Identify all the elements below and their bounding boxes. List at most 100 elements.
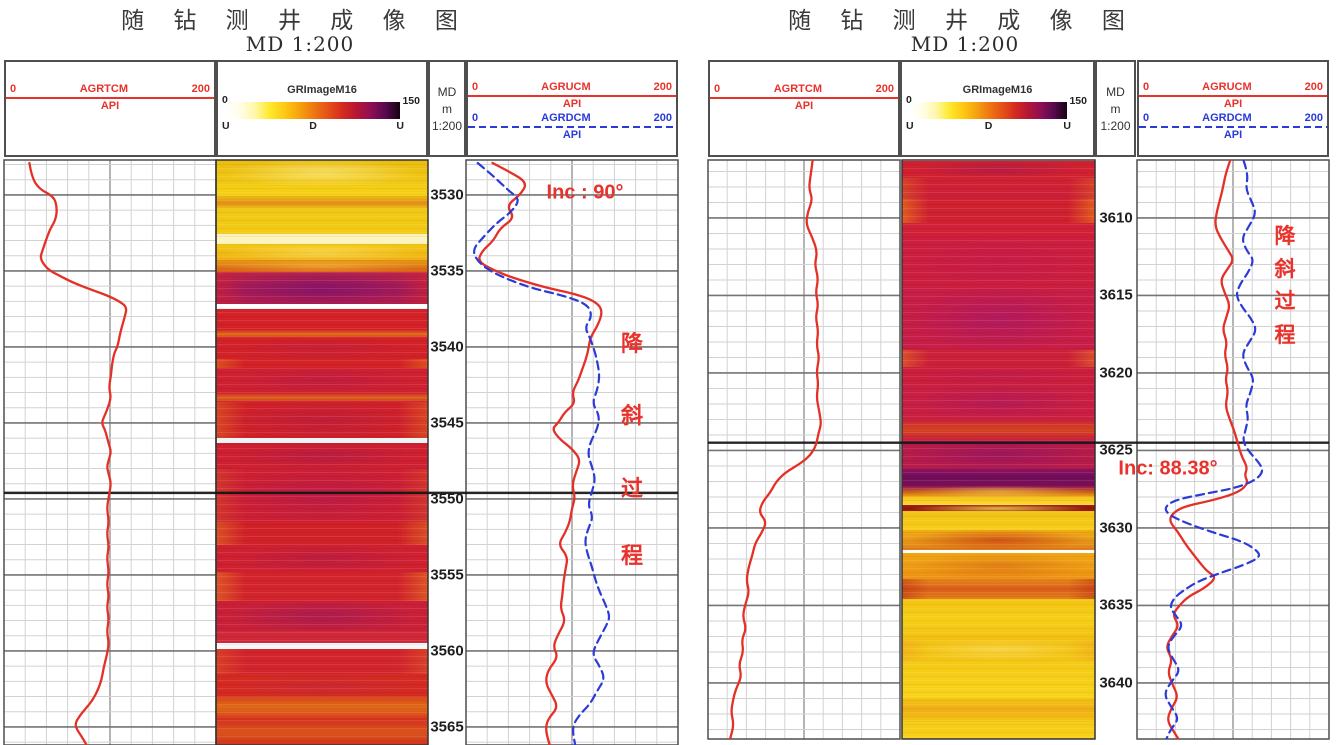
curve-scale-row: 0 AGRUCM 200 [1143,82,1323,93]
log-annotation: 斜 [620,402,644,428]
curve-agrdcm [473,161,611,745]
curve-name: AGRUCM [541,81,591,93]
depth-tick-label: 3635 [1099,596,1133,614]
curve-unit: API [562,129,582,141]
log-annotation: 过 [620,475,644,501]
curve-scale-row: 0 AGRTCM 200 [714,84,894,95]
curve-agrucm [1166,160,1249,739]
track-header-agrucm-agrdcm: 0 AGRUCM 200 API 0 AGRDCM 200 API [1137,60,1329,157]
curve-scale-row: 0 AGRDCM 200 [472,113,672,124]
md-label: MD [437,84,457,99]
log-annotation: Inc: 88.38° [1118,457,1218,480]
md-unit: m [442,101,452,116]
orient-label-u-left: U [222,120,230,132]
scale-max: 200 [653,81,672,93]
md-scale: 1:200 [431,118,463,133]
track-header-md: MD m 1:200 [428,60,466,157]
curve-style-line-dashed [1139,126,1327,128]
image-name: GRImageM16 [962,84,1033,96]
curve-unit: API [794,100,814,112]
scale-max: 200 [1304,112,1323,124]
log-annotation: 程 [620,542,644,568]
scale-min: 0 [1143,81,1150,93]
page-title: 随 钻 测 井 成 像 图 [121,8,469,34]
depth-tick-label: 3560 [430,642,464,660]
curve-unit: API [1223,98,1243,110]
gr-image-track [902,160,1095,739]
orient-label-u-left: U [906,120,914,132]
curve-agrtcm [728,160,822,739]
scale-min: 0 [1143,112,1150,124]
colorbar-max: 150 [1069,95,1087,107]
depth-tick-label: 3535 [430,262,464,280]
scale-max: 200 [653,112,672,124]
curve-scale-row: 0 AGRUCM 200 [472,82,672,93]
scale-min: 0 [10,83,17,95]
curve-name: AGRTCM [79,83,129,95]
orient-label-u-right: U [1063,120,1071,132]
depth-tick-label: 3545 [430,414,464,432]
curve-agrtcm [28,161,128,745]
log-annotation: 过 [1274,290,1296,314]
curve-style-line [1139,95,1327,97]
curve-agrucm [478,161,603,745]
gr-image-track [216,160,428,745]
log-annotation: 斜 [1274,257,1296,281]
depth-scale-title: MD 1:200 [245,32,355,56]
log-annotation: 降 [620,331,644,357]
depth-scale-title: MD 1:200 [910,32,1020,56]
scale-min: 0 [714,83,721,95]
depth-tick-label: 3540 [430,338,464,356]
colorbar-gradient [910,102,1067,119]
colorbar-gradient [226,102,400,119]
curve-unit: API [1223,129,1243,141]
curve-style-line [6,97,214,99]
depth-tick-label: 3565 [430,718,464,736]
curve-scale-row: 0 AGRDCM 200 [1143,113,1323,124]
colorbar-min: 0 [222,94,228,106]
curve-agrdcm [1164,160,1264,739]
depth-tick-label: 3555 [430,566,464,584]
track-header-agrucm-agrdcm: 0 AGRUCM 200 API 0 AGRDCM 200 API [466,60,678,157]
curve-style-line [468,95,676,97]
scale-max: 200 [191,83,210,95]
depth-tick-label: 3640 [1099,674,1133,692]
track-header-image: GRImageM16 0 150 U D U [216,60,428,157]
depth-tick-label: 3615 [1099,286,1133,304]
log-annotation: Inc : 90° [546,181,624,204]
depth-tick-label: 3610 [1099,209,1133,227]
orient-label-d: D [309,120,317,132]
log-annotation: 降 [1274,225,1296,249]
track-header-agrtcm: 0 AGRTCM 200 API [708,60,900,157]
curve-name: AGRTCM [773,83,823,95]
md-unit: m [1110,101,1121,116]
page-title: 随 钻 测 井 成 像 图 [788,8,1136,34]
curve-name: AGRDCM [1202,112,1252,124]
track-header-agrtcm: 0 AGRTCM 200 API [4,60,216,157]
scale-min: 0 [472,112,479,124]
orient-label-d: D [984,120,993,132]
curve-style-line-dashed [468,126,676,128]
depth-tick-label: 3625 [1099,441,1133,459]
orient-label-u-right: U [396,120,404,132]
md-label: MD [1106,84,1125,99]
md-scale: 1:200 [1100,118,1131,133]
curve-unit: API [562,98,582,110]
image-texture [216,160,428,745]
depth-tick-label: 3530 [430,186,464,204]
scale-min: 0 [472,81,479,93]
colorbar-min: 0 [906,94,912,106]
scale-max: 200 [875,83,894,95]
log-annotation: 程 [1274,324,1296,348]
depth-tick-label: 3620 [1099,364,1133,382]
curve-name: AGRDCM [541,112,591,124]
image-texture [902,160,1095,739]
depth-tick-label: 3550 [430,490,464,508]
depth-tick-label: 3630 [1099,519,1133,537]
image-name: GRImageM16 [287,84,357,96]
curve-style-line [710,97,898,99]
track-header-image: GRImageM16 0 150 U D U [900,60,1095,157]
track-header-md: MD m 1:200 [1095,60,1136,157]
scale-max: 200 [1304,81,1323,93]
